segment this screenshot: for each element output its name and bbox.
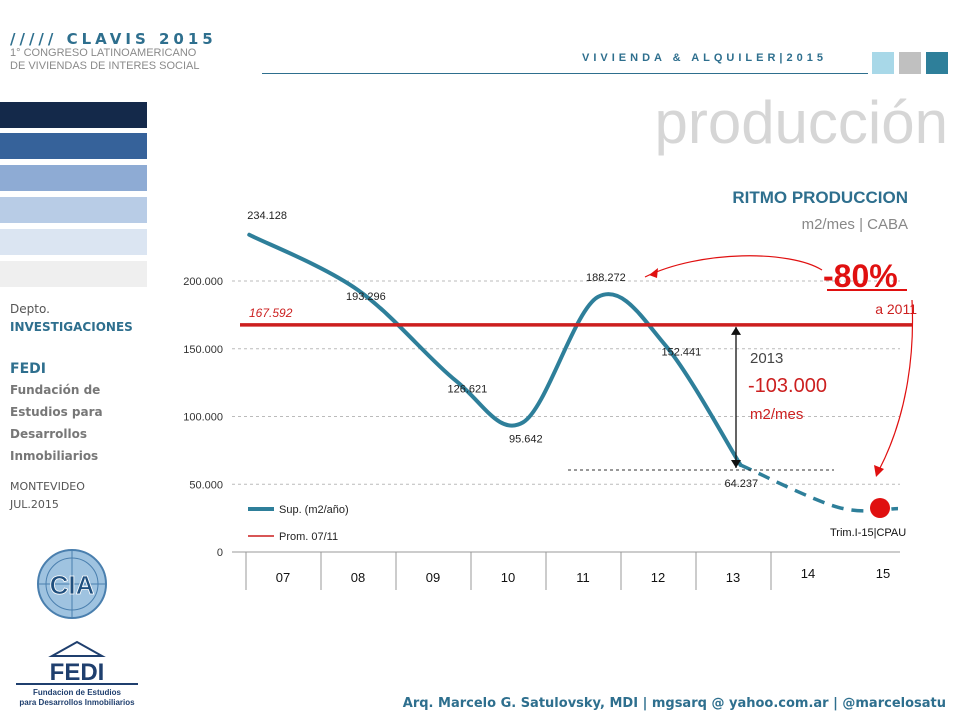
data-label: 126.621 (448, 383, 488, 395)
header-box-2 (899, 52, 921, 74)
chart-subtitle: m2/mes | CABA (801, 216, 908, 233)
data-label: 234.128 (247, 210, 287, 222)
series-line-sup (247, 232, 743, 467)
pct-note: a 2011 (875, 301, 917, 317)
x-tick-label: 07 (276, 570, 290, 585)
trim-marker (870, 498, 890, 518)
data-label: 152.441 (662, 346, 702, 358)
dept-label: Depto. (10, 302, 50, 316)
cia-logo-text: CIA (50, 570, 95, 600)
drop-value: -103.000 (748, 375, 827, 397)
sidebar-swatch-6 (0, 261, 147, 287)
header-box-3 (926, 52, 948, 74)
date: JUL.2015 (10, 498, 59, 511)
x-tick-label: 08 (351, 570, 365, 585)
fedi-logo-sub1: Fundacion de Estudios (33, 688, 122, 697)
y-tick-label: 150.000 (183, 344, 223, 356)
trim-marker-label: Trim.I-15|CPAU (830, 527, 906, 539)
y-tick-label: 200.000 (183, 276, 223, 288)
drop-arrow-head-down (731, 460, 741, 468)
x-tick-label: 14 (801, 566, 815, 581)
pct-change: -80% (823, 258, 898, 294)
fedi-logo-text: FEDI (50, 659, 105, 686)
data-label: 188.272 (586, 272, 626, 284)
y-tick-label: 100.000 (183, 412, 223, 424)
x-tick-label: 13 (726, 570, 740, 585)
brand-subtitle-line1: 1° CONGRESO LATINOAMERICANO (10, 47, 197, 59)
chart-title: RITMO PRODUCCION (732, 188, 908, 207)
org-line4: Inmobiliarios (10, 449, 99, 463)
org-line3: Desarrollos (10, 427, 88, 441)
curve-arrow-right-head (874, 465, 884, 477)
data-label: 193.296 (346, 291, 386, 303)
org-short: FEDI (10, 361, 46, 377)
sidebar-swatch-4 (0, 197, 147, 223)
org-line2: Estudios para (10, 405, 103, 419)
curve-arrow-right (878, 299, 914, 471)
legend-label-avg: Prom. 07/11 (279, 531, 338, 543)
y-tick-label: 50.000 (189, 479, 223, 491)
dept-name: INVESTIGACIONES (10, 320, 133, 334)
data-label: 95.642 (509, 433, 543, 445)
cia-logo: CIA (37, 549, 107, 619)
drop-unit: m2/mes (750, 406, 803, 423)
header-divider (262, 73, 868, 74)
curve-arrow-top (644, 255, 823, 278)
header-box-1 (872, 52, 894, 74)
page-title: producción (654, 89, 948, 156)
x-tick-label: 12 (651, 570, 665, 585)
city: MONTEVIDEO (10, 480, 85, 493)
x-tick-label: 15 (876, 566, 890, 581)
y-tick-label: 0 (217, 547, 223, 559)
footer-credits: Arq. Marcelo G. Satulovsky, MDI | mgsarq… (402, 696, 946, 711)
fedi-logo-sub2: para Desarrollos Inmobiliarios (19, 698, 135, 707)
x-tick-label: 11 (576, 570, 590, 585)
header-topic: VIVIENDA & ALQUILER|2015 (582, 52, 827, 64)
fedi-logo: FEDI Fundacion de Estudios para Desarrol… (16, 640, 138, 707)
x-tick-label: 09 (426, 570, 440, 585)
org-line1: Fundación de (10, 383, 101, 397)
sidebar-swatch-2 (0, 133, 147, 159)
drop-year: 2013 (750, 350, 783, 367)
x-tick-label: 10 (501, 570, 515, 585)
brand-subtitle-line2: DE VIVIENDAS DE INTERES SOCIAL (10, 60, 200, 72)
sidebar-swatch-3 (0, 165, 147, 191)
curve-arrow-top-head (649, 268, 658, 278)
sidebar-swatch-1 (0, 102, 147, 128)
data-label: 64.237 (725, 478, 759, 490)
average-label: 167.592 (249, 306, 293, 320)
brand-title: ///// CLAVIS 2015 (10, 30, 217, 48)
drop-arrow-head-up (731, 326, 741, 335)
sidebar-swatch-5 (0, 229, 147, 255)
legend-label-sup: Sup. (m2/año) (279, 504, 349, 516)
